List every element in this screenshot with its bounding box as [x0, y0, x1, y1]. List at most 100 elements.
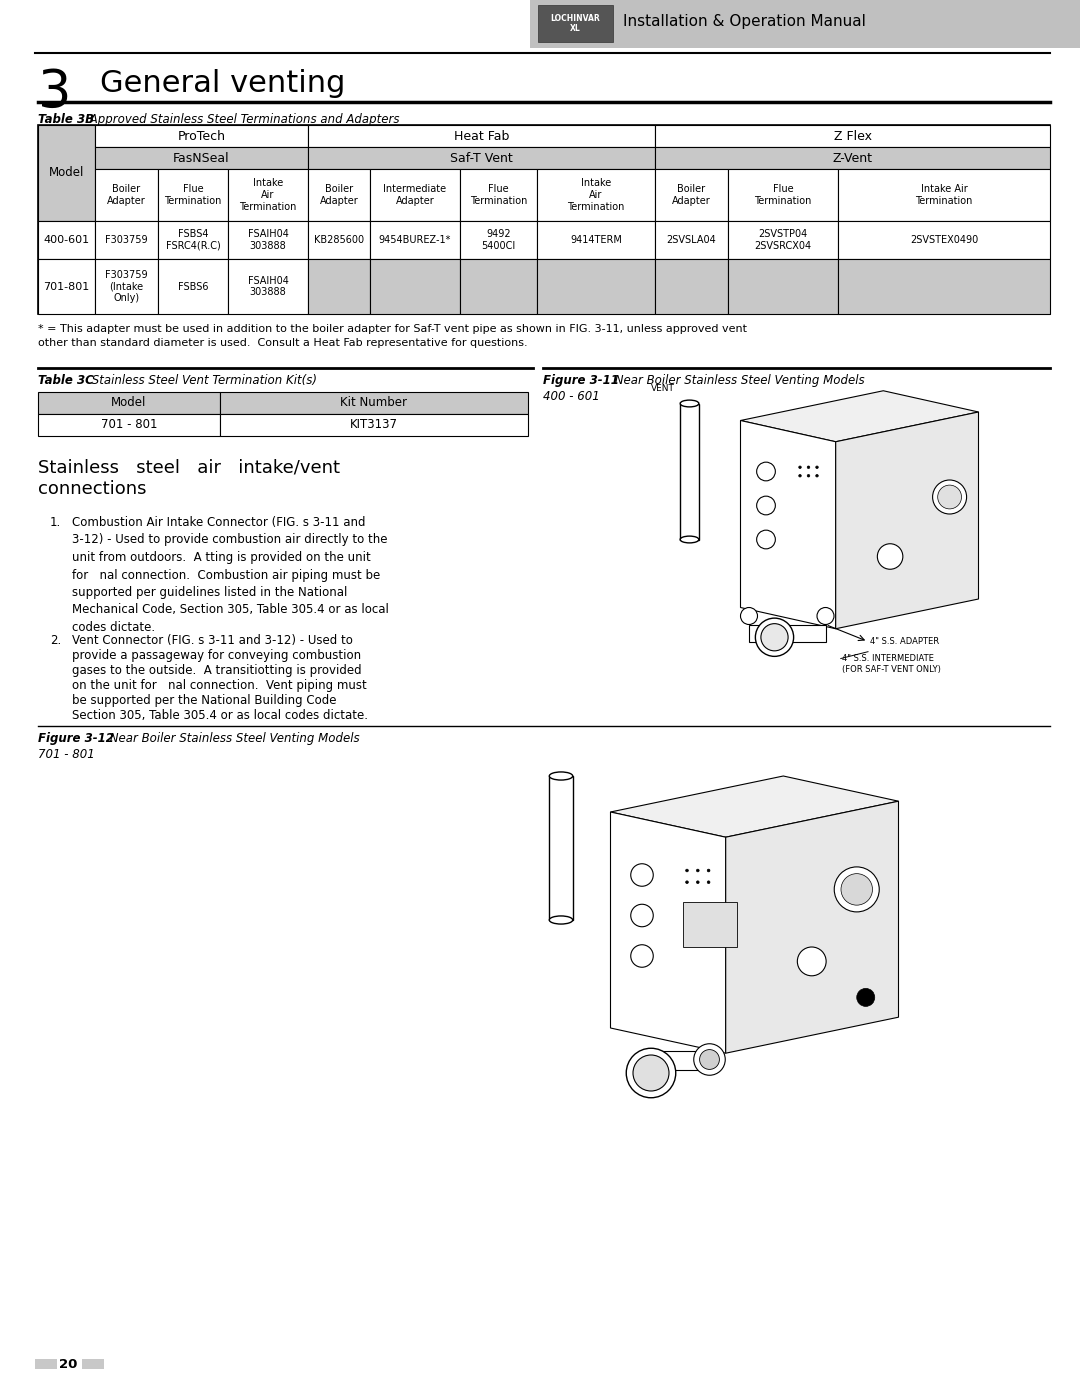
Ellipse shape [693, 1044, 726, 1076]
Polygon shape [741, 420, 836, 629]
Bar [308, 221, 370, 258]
Ellipse shape [933, 481, 967, 514]
Ellipse shape [707, 882, 710, 883]
Ellipse shape [680, 536, 699, 543]
Bar [654, 258, 728, 314]
Bar [460, 169, 537, 221]
Text: General venting: General venting [100, 68, 346, 98]
Ellipse shape [697, 869, 699, 872]
Bar [538, 6, 613, 42]
Ellipse shape [815, 467, 819, 468]
Text: 701 - 801: 701 - 801 [100, 419, 158, 432]
Text: VENT: VENT [651, 384, 675, 394]
Text: Intake
Air
Termination: Intake Air Termination [567, 177, 624, 212]
Bar [38, 124, 1050, 314]
Ellipse shape [697, 882, 699, 883]
Text: F303759
(Intake
Only): F303759 (Intake Only) [105, 270, 148, 303]
Ellipse shape [633, 1055, 669, 1091]
Ellipse shape [631, 904, 653, 926]
Ellipse shape [807, 467, 810, 468]
Text: Vent Connector (FIG. s 3-11 and 3-12) - Used to: Vent Connector (FIG. s 3-11 and 3-12) - … [72, 634, 353, 647]
Text: Installation & Operation Manual: Installation & Operation Manual [623, 14, 866, 29]
Text: Intake Air
Termination: Intake Air Termination [916, 184, 973, 207]
Ellipse shape [757, 496, 775, 515]
Bar [750, 624, 825, 641]
Text: Intake
Air
Termination: Intake Air Termination [240, 177, 297, 212]
Bar [95, 221, 158, 258]
Bar [654, 147, 1050, 169]
Ellipse shape [856, 989, 875, 1006]
Bar [308, 124, 654, 147]
Text: Flue
Termination: Flue Termination [754, 184, 812, 207]
Text: 20: 20 [58, 1358, 77, 1370]
Bar [228, 169, 308, 221]
Text: Approved Stainless Steel Terminations and Adapters: Approved Stainless Steel Terminations an… [86, 113, 400, 126]
Text: KB285600: KB285600 [314, 235, 364, 244]
Text: Z Flex: Z Flex [834, 130, 872, 142]
Bar [38, 258, 95, 314]
Ellipse shape [937, 485, 961, 509]
Bar [838, 221, 1050, 258]
Text: Flue
Termination: Flue Termination [470, 184, 527, 207]
Text: Stainless Steel Vent Termination Kit(s): Stainless Steel Vent Termination Kit(s) [87, 374, 318, 387]
Ellipse shape [741, 608, 757, 624]
Text: 9454BUREZ-1*: 9454BUREZ-1* [379, 235, 451, 244]
Bar [370, 258, 460, 314]
Polygon shape [610, 812, 726, 1053]
Text: 400-601: 400-601 [43, 235, 90, 244]
Text: 4" S.S. INTERMEDIATE: 4" S.S. INTERMEDIATE [842, 654, 934, 664]
Text: Kit Number: Kit Number [340, 397, 407, 409]
Text: 701 - 801: 701 - 801 [38, 747, 95, 761]
Text: 701-801: 701-801 [43, 282, 90, 292]
Ellipse shape [761, 623, 788, 651]
Text: Stainless   steel   air   intake/vent: Stainless steel air intake/vent [38, 458, 340, 476]
Ellipse shape [757, 529, 775, 549]
Bar [460, 221, 537, 258]
Bar [308, 258, 370, 314]
Bar [728, 221, 838, 258]
Bar [654, 221, 728, 258]
Text: Boiler
Adapter: Boiler Adapter [672, 184, 711, 207]
Ellipse shape [626, 1048, 676, 1098]
Bar [308, 147, 654, 169]
Text: Near Boiler Stainless Steel Venting Models: Near Boiler Stainless Steel Venting Mode… [106, 732, 360, 745]
Text: * = This adapter must be used in addition to the boiler adapter for Saf-T vent p: * = This adapter must be used in additio… [38, 324, 747, 334]
Ellipse shape [707, 869, 710, 872]
Ellipse shape [631, 863, 653, 886]
Bar [158, 169, 228, 221]
Text: connections: connections [38, 481, 147, 497]
Ellipse shape [631, 944, 653, 967]
Text: LOCHINVAR
XL: LOCHINVAR XL [550, 14, 599, 34]
Text: 2SVSTEX0490: 2SVSTEX0490 [909, 235, 978, 244]
Ellipse shape [807, 475, 810, 476]
Text: FSAIH04
303888: FSAIH04 303888 [247, 275, 288, 298]
Text: Combustion Air Intake Connector (FIG. s 3-11 and
3-12) - Used to provide combust: Combustion Air Intake Connector (FIG. s … [72, 515, 389, 634]
Bar [680, 404, 699, 539]
Text: 9414TERM: 9414TERM [570, 235, 622, 244]
Text: 9492
5400CI: 9492 5400CI [482, 229, 515, 251]
Text: 1.: 1. [50, 515, 62, 529]
Text: Boiler
Adapter: Boiler Adapter [107, 184, 146, 207]
Bar [220, 393, 528, 414]
Text: Boiler
Adapter: Boiler Adapter [320, 184, 359, 207]
Bar [228, 221, 308, 258]
Text: Z-Vent: Z-Vent [833, 151, 873, 165]
Bar [38, 124, 95, 221]
Ellipse shape [841, 873, 873, 905]
Ellipse shape [834, 868, 879, 912]
Bar [82, 1359, 104, 1369]
Bar [728, 169, 838, 221]
Text: 4" S.S. ADAPTER: 4" S.S. ADAPTER [869, 637, 939, 645]
Polygon shape [726, 802, 899, 1053]
Bar [460, 258, 537, 314]
Text: Table 3B: Table 3B [38, 113, 94, 126]
Ellipse shape [799, 475, 801, 476]
Text: Model: Model [111, 397, 147, 409]
Text: provide a passageway for conveying combustion: provide a passageway for conveying combu… [72, 650, 361, 662]
Polygon shape [610, 775, 899, 837]
Text: Figure 3-11: Figure 3-11 [543, 374, 619, 387]
Bar [728, 258, 838, 314]
Ellipse shape [815, 475, 819, 476]
Text: F303759: F303759 [105, 235, 148, 244]
Text: 2SVSLA04: 2SVSLA04 [666, 235, 716, 244]
